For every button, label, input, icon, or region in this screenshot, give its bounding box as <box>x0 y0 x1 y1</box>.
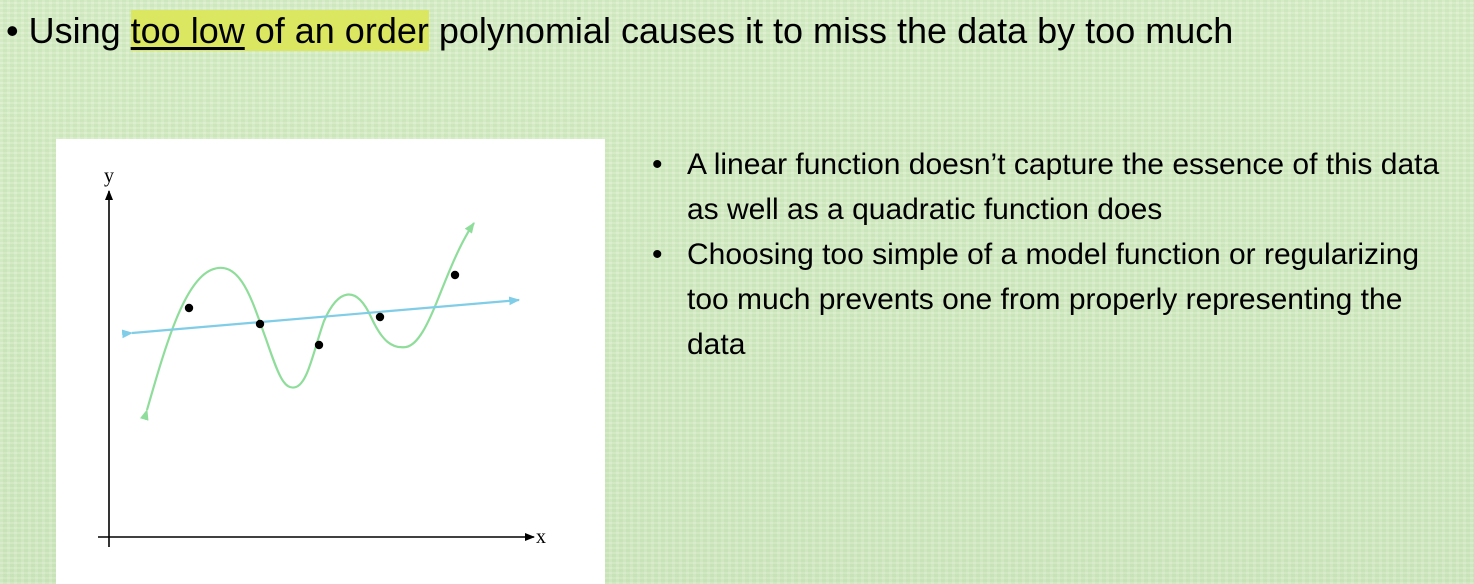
data-point <box>184 303 194 313</box>
headline-suffix: polynomial causes it to miss the data by… <box>428 10 1234 51</box>
bullet-text: A linear function doesn’t capture the es… <box>687 148 1440 226</box>
y-axis-label: y <box>104 165 114 187</box>
bullet-dot: • <box>652 238 663 271</box>
data-point <box>314 340 324 350</box>
data-point <box>255 319 265 329</box>
headline: • Using too low of an order polynomial ca… <box>6 6 1233 56</box>
headline-highlight-underlined: too low <box>130 10 245 51</box>
fit-diagram-svg: y x <box>98 165 546 548</box>
bullet-item: • Choosing too simple of a model functio… <box>652 232 1467 367</box>
headline-highlight-rest: of an order <box>244 10 429 51</box>
x-axis-label: x <box>536 526 546 548</box>
data-point <box>375 312 385 322</box>
fit-diagram: y x <box>56 139 605 584</box>
headline-highlight: too low of an order <box>130 10 429 51</box>
headline-prefix: Using <box>28 10 131 51</box>
bullet-text: Choosing too simple of a model function … <box>687 238 1420 361</box>
data-point <box>450 270 460 280</box>
bullet-dot: • <box>652 148 663 181</box>
polynomial-curve <box>140 222 475 421</box>
bullet-item: • A linear function doesn’t capture the … <box>652 142 1467 232</box>
headline-bullet: • <box>6 10 19 51</box>
linear-fit-line <box>121 296 521 339</box>
explanation-bullets: • A linear function doesn’t capture the … <box>652 142 1467 367</box>
